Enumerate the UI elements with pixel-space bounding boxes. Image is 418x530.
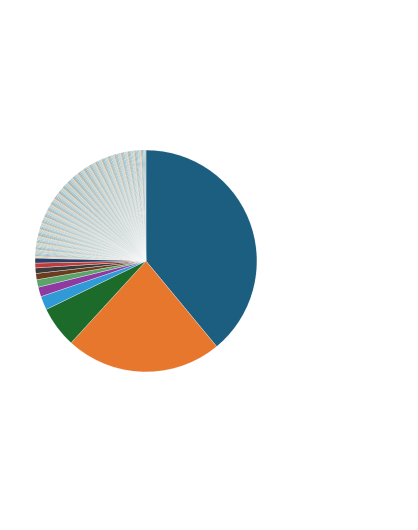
pie-slice bbox=[145, 149, 258, 347]
pie-slice bbox=[70, 260, 218, 373]
pie-slice bbox=[145, 149, 147, 262]
pie-slices bbox=[34, 149, 258, 373]
